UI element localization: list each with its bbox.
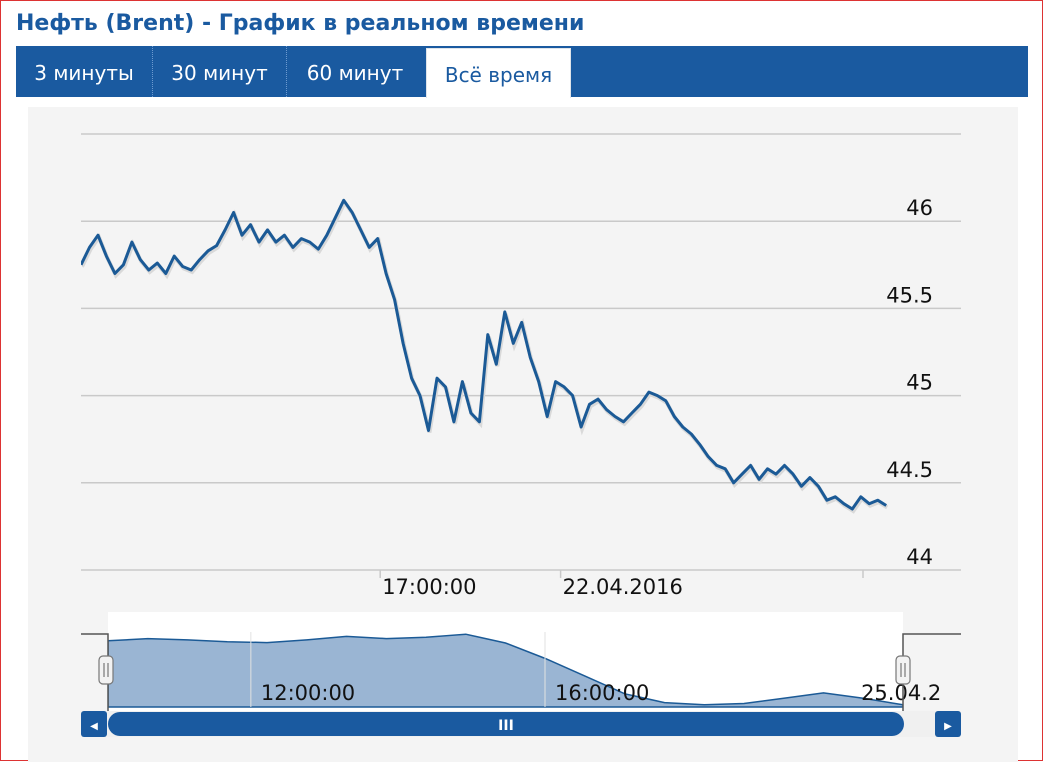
navigator-right-handle[interactable] — [895, 655, 911, 685]
tab-60-minutes[interactable]: 60 минут — [306, 61, 404, 85]
navigator-left-outline — [81, 633, 109, 712]
navigator-tick-label: 12:00:00 — [261, 681, 355, 705]
navigator-area — [108, 633, 903, 708]
scroll-right-button[interactable]: ▶ — [935, 711, 961, 737]
tab-3-minutes[interactable]: 3 минуты — [16, 46, 153, 97]
navigator-left-handle[interactable] — [98, 655, 114, 685]
scrollbar-grip-icon: III — [498, 718, 514, 734]
x-tick-label: 22.04.2016 — [563, 575, 683, 599]
y-tick-label: 46 — [906, 196, 933, 220]
price-series-line — [81, 198, 887, 511]
y-tick-label: 44.5 — [886, 458, 933, 482]
chart-panel: 46 45.5 45 44.5 44 17:00:00 22.04.2016 12:00:… — [28, 107, 1018, 762]
navigator-tick-label: 25.04.2 — [861, 681, 941, 705]
price-chart[interactable]: 46 45.5 45 44.5 44 17:00:00 22.04.2016 12:00:… — [28, 107, 1018, 762]
navigator-right-outline — [902, 633, 961, 712]
timeframe-tabs: 3 минуты 30 минут 60 минут Всё время — [16, 46, 1028, 98]
chevron-left-icon: ◀ — [90, 721, 98, 732]
tab-all-time[interactable]: Всё время — [426, 48, 571, 98]
tab-30-minutes[interactable]: 30 минут — [153, 46, 287, 97]
scroll-left-button[interactable]: ◀ — [81, 711, 107, 737]
y-tick-label: 45.5 — [886, 283, 933, 307]
page-title: Нефть (Brent) - График в реальном времен… — [16, 11, 585, 36]
y-tick-label: 45 — [906, 371, 933, 395]
x-tick-label: 17:00:00 — [382, 575, 476, 599]
y-tick-label: 44 — [906, 545, 933, 569]
navigator-tick-label: 16:00:00 — [555, 681, 649, 705]
scrollbar-thumb[interactable] — [108, 712, 904, 736]
chevron-right-icon: ▶ — [944, 721, 952, 732]
